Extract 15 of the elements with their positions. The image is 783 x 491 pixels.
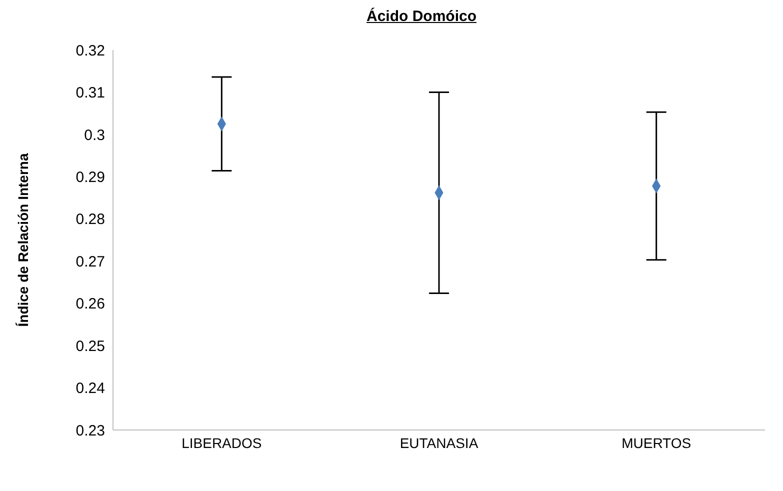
x-tick-label: LIBERADOS: [182, 434, 262, 451]
y-axis-title: Índice de Relación Interna: [14, 153, 31, 327]
y-tick-label: 0.26: [76, 296, 105, 313]
y-tick-label: 0.32: [76, 42, 105, 60]
y-tick-label: 0.28: [76, 211, 105, 228]
y-tick-label: 0.31: [76, 84, 105, 102]
y-tick-label: 0.23: [76, 422, 105, 440]
y-tick-label: 0.25: [76, 338, 105, 355]
y-tick-label: 0.29: [76, 168, 105, 186]
chart-title: Ácido Domóico: [365, 8, 478, 25]
x-tick-label: MUERTOS: [622, 434, 692, 451]
y-tick-label: 0.27: [76, 253, 105, 270]
x-tick-label: EUTANASIA: [400, 434, 479, 451]
y-tick-label: 0.24: [76, 380, 105, 398]
y-tick-label: 0.3: [84, 126, 105, 144]
